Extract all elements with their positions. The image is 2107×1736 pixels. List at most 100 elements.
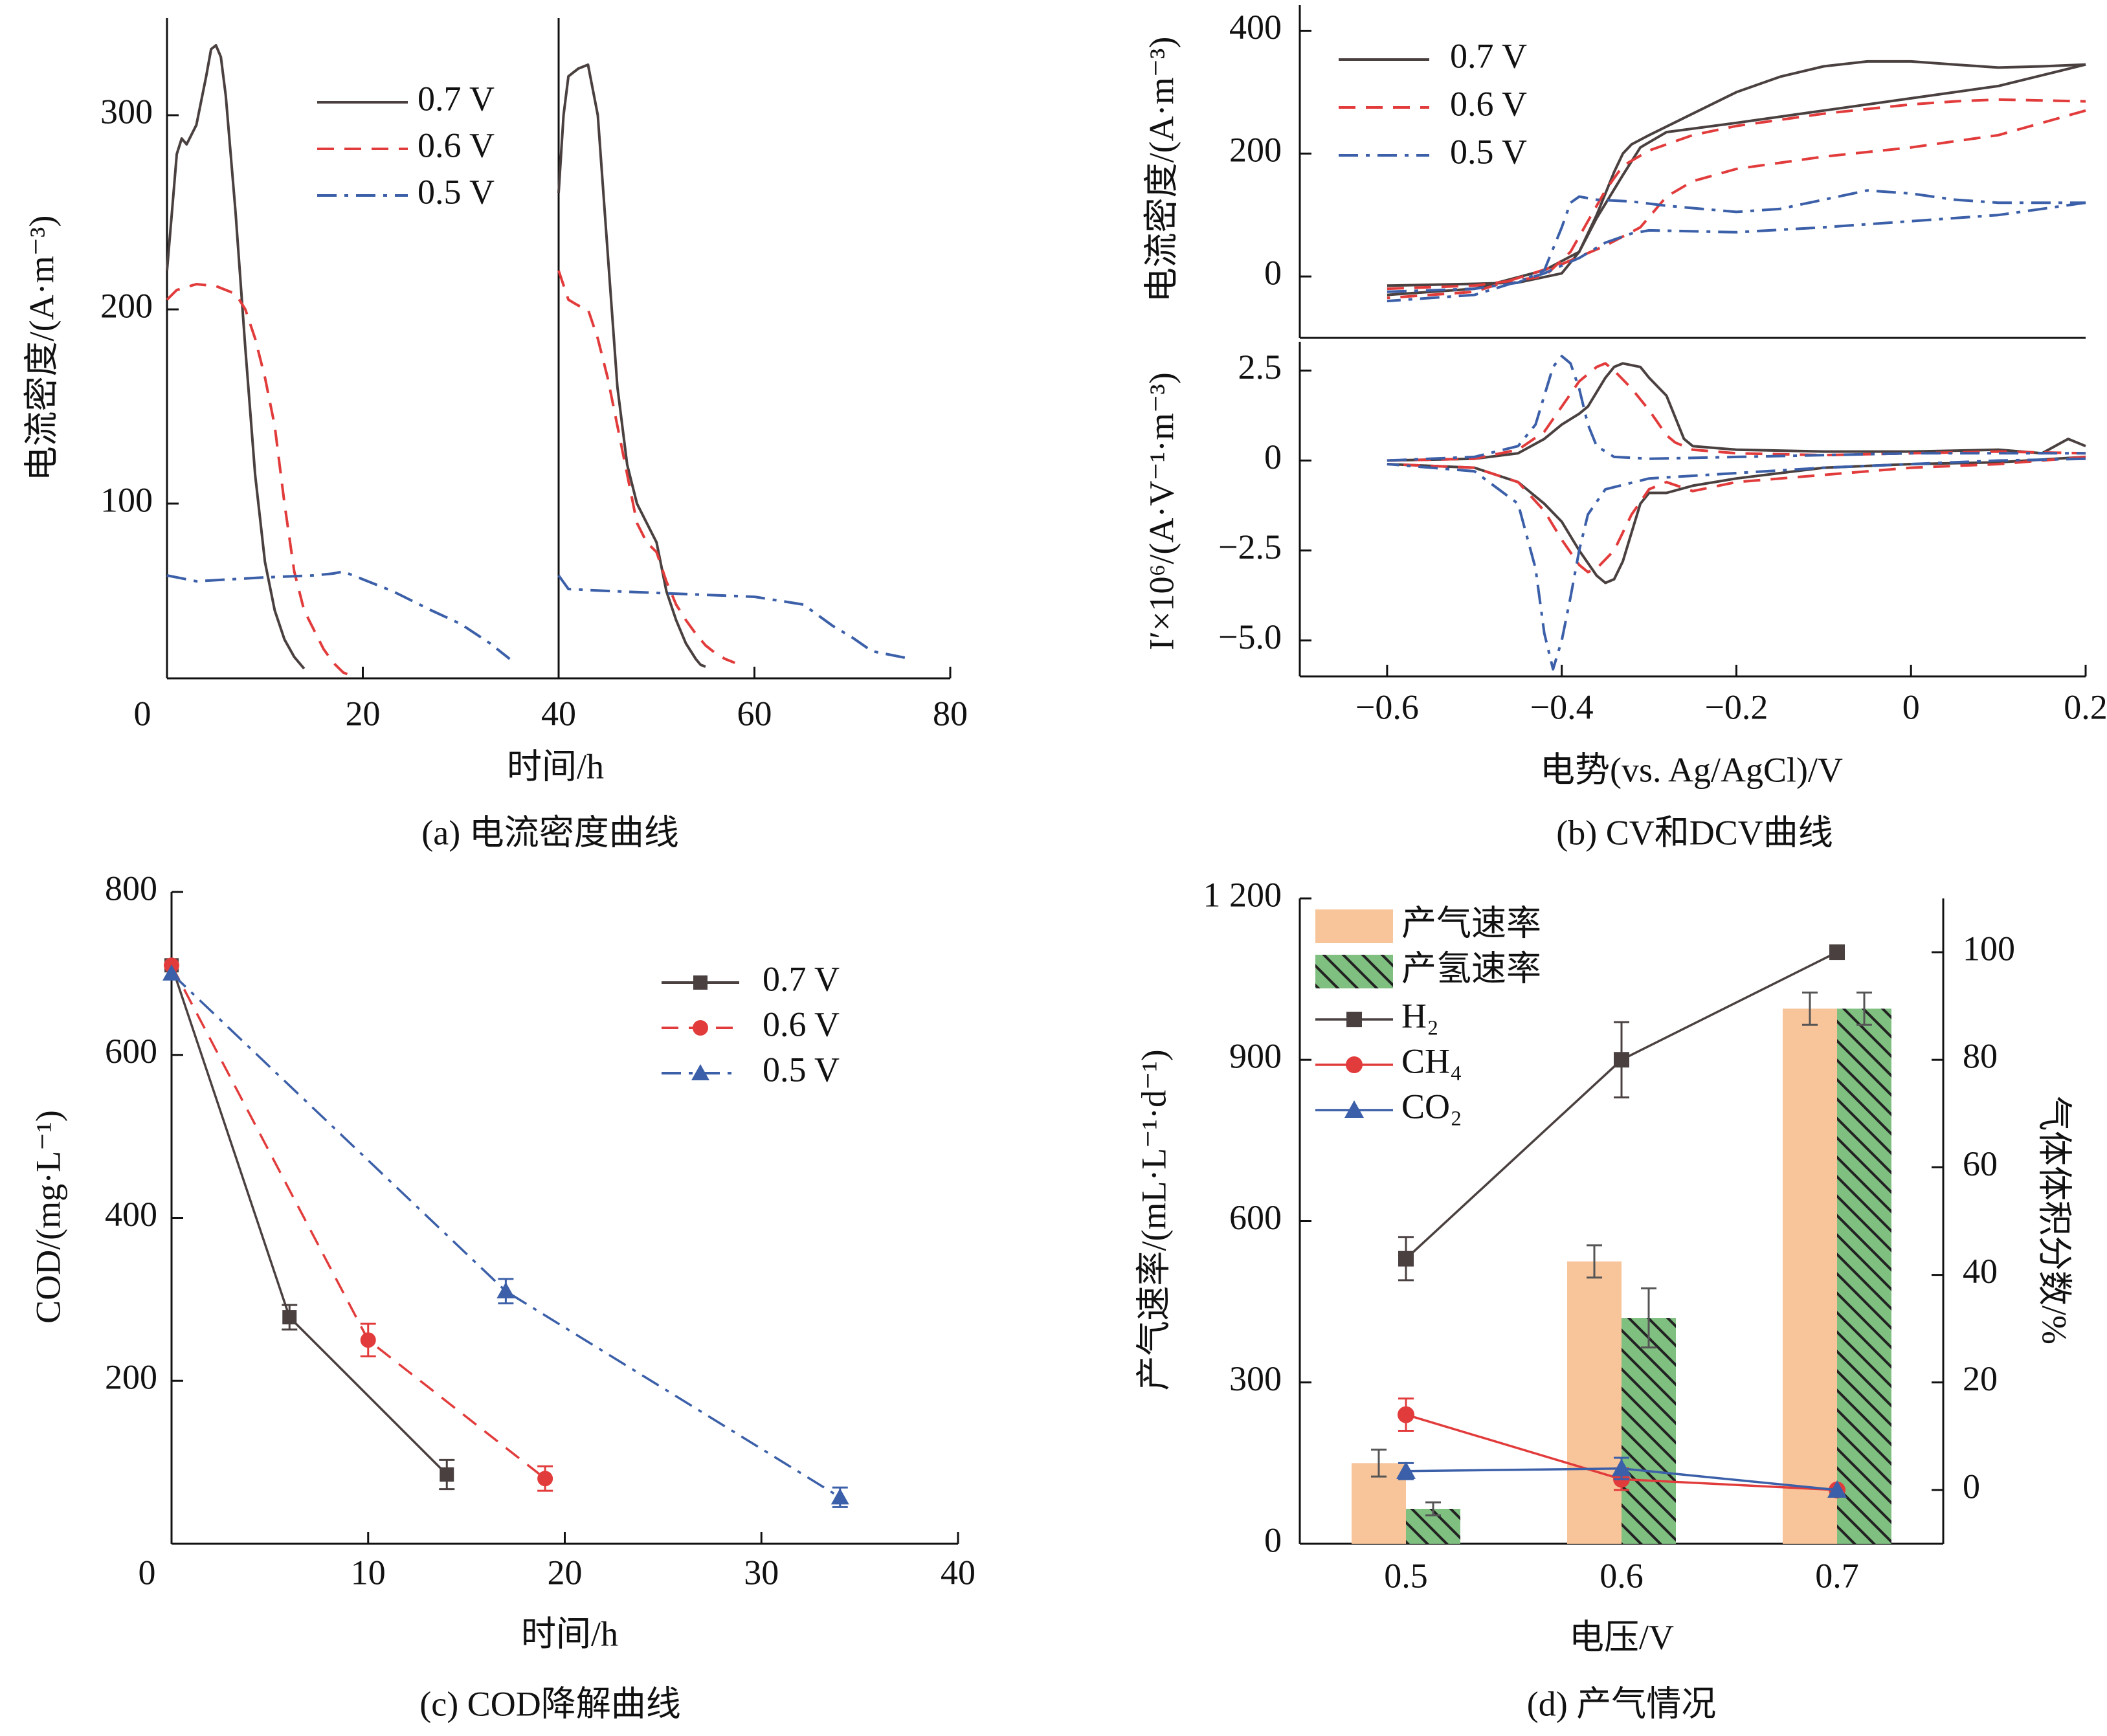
b2-x-tick-label: −0.4 <box>1530 687 1594 726</box>
a-series-line-0.5V <box>166 570 511 660</box>
a-x-tick-label: 60 <box>737 694 772 733</box>
b1-y-tick-label: 0 <box>1264 253 1282 292</box>
b1-series-line-0.6V <box>1387 98 2086 291</box>
c-x-axis-label: 时间/h <box>521 1614 618 1653</box>
c-data-point <box>537 1471 553 1487</box>
d-legend-label: CH₄ <box>1401 1041 1462 1080</box>
d-y-tick-label-left: 1 200 <box>1203 875 1282 914</box>
d-line-data-point <box>1827 1480 1847 1498</box>
b2-y-axis-label: I′×10⁶/(A·V⁻¹·m⁻³) <box>1142 372 1181 650</box>
b2-x-tick-label: −0.6 <box>1355 687 1419 726</box>
a-legend-label: 0.6 V <box>418 126 495 164</box>
c-series-line-0.6V <box>170 964 546 1480</box>
a-series-line-0.6V <box>166 283 354 678</box>
d-bar-error-bar <box>1641 1287 1656 1349</box>
d-y-axis-label-left: 产气速率/(mL·L⁻¹·d⁻¹) <box>1134 1049 1173 1390</box>
d-legend-label: 产氢速率 <box>1401 949 1541 988</box>
d-legend-label: CO₂ <box>1401 1087 1462 1126</box>
d-bar-error-bar <box>1856 991 1872 1026</box>
b1-legend-label: 0.6 V <box>1450 84 1527 123</box>
d-line-data-point <box>1398 1406 1414 1423</box>
c-data-point <box>282 1310 297 1325</box>
b1-legend-label: 0.5 V <box>1450 132 1527 171</box>
d-legend-marker <box>1346 1056 1363 1073</box>
b2-series-line-0.7V <box>1387 455 2086 584</box>
d-bar-error-bar <box>1425 1501 1441 1517</box>
c-legend-marker <box>693 1020 708 1036</box>
d-legend-marker <box>1346 1012 1362 1027</box>
b2-series-line-0.6V <box>1387 455 2086 573</box>
d-y-tick-label-right: 20 <box>1963 1359 1998 1398</box>
c-caption: (c) COD降解曲线 <box>419 1684 680 1723</box>
b2-x-axis-label: 电势(vs. Ag/AgCl)/V <box>1540 750 1843 789</box>
a-series-line-0.7V <box>557 63 706 668</box>
b1-series-line-0.7V <box>1387 60 2086 287</box>
c-y-tick-label: 800 <box>105 869 157 907</box>
a-series-line-0.6V <box>557 270 736 664</box>
c-data-point <box>831 1488 849 1505</box>
b1-y-tick-label: 400 <box>1229 8 1282 47</box>
d-y-tick-label-right: 40 <box>1963 1252 1998 1291</box>
c-x-tick-label: 20 <box>548 1553 583 1592</box>
c-legend-label: 0.5 V <box>763 1050 840 1089</box>
a-legend-label: 0.5 V <box>418 172 495 211</box>
b2-series-line-0.5V <box>1387 457 2086 671</box>
d-bar-h2-rate <box>1622 1318 1676 1544</box>
c-x-tick-label: 40 <box>941 1553 975 1592</box>
b2-y-tick-label: −2.5 <box>1218 528 1282 566</box>
c-y-tick-label: 400 <box>105 1195 157 1234</box>
a-y-axis-label: 电流密度/(A·m⁻³) <box>22 216 61 482</box>
a-y-tick-label: 200 <box>100 286 153 325</box>
c-legend-marker <box>691 1064 709 1080</box>
d-bar-error-bar <box>1802 991 1818 1026</box>
d-caption: (d) 产气情况 <box>1527 1684 1716 1723</box>
d-x-tick-label: 0.7 <box>1815 1556 1859 1595</box>
c-series-line-0.5V <box>170 972 841 1498</box>
d-y-tick-label-left: 900 <box>1229 1037 1282 1076</box>
b1-y-axis-label: 电流密度/(A·m⁻³) <box>1142 37 1181 303</box>
d-y-axis-label-right: 气体体积分数/% <box>2035 1096 2074 1344</box>
d-bar-gas-rate <box>1567 1261 1622 1544</box>
c-y-tick-label: 600 <box>105 1032 157 1071</box>
b2-y-tick-label: −5.0 <box>1218 618 1282 656</box>
c-data-point <box>440 1467 454 1482</box>
d-y-tick-label-right: 0 <box>1963 1467 1980 1506</box>
b2-x-tick-label: 0 <box>1902 687 1920 726</box>
b2-series-line-0.7V <box>1387 362 2086 462</box>
d-bar-gas-rate <box>1783 1008 1837 1544</box>
d-y-tick-label-right: 80 <box>1963 1037 1998 1076</box>
a-x-axis-label: 时间/h <box>507 747 604 786</box>
d-legend-label: H₂ <box>1401 996 1439 1035</box>
d-x-tick-label: 0.6 <box>1600 1556 1644 1595</box>
a-series-line-0.7V <box>166 44 306 670</box>
b2-y-tick-label: 0 <box>1264 438 1282 476</box>
d-legend-label: 产气速率 <box>1401 904 1541 942</box>
c-data-point <box>360 1332 376 1348</box>
b2-x-tick-label: 0.2 <box>2064 687 2107 726</box>
c-data-point <box>496 1282 515 1298</box>
b1-legend-label: 0.7 V <box>1450 36 1527 75</box>
a-legend-label: 0.7 V <box>418 79 495 118</box>
b1-series-line-0.6V <box>1387 109 2086 300</box>
d-bar-h2-rate <box>1837 1008 1891 1544</box>
b2-y-tick-label: 2.5 <box>1238 348 1282 386</box>
d-bar-error-bar <box>1371 1449 1387 1478</box>
b2-caption: (b) CV和DCV曲线 <box>1556 813 1833 852</box>
a-x-tick-label: 40 <box>541 694 576 733</box>
d-line-data-point <box>1829 944 1845 961</box>
b1-y-tick-label: 200 <box>1229 131 1282 170</box>
d-x-tick-label: 0.5 <box>1384 1556 1428 1595</box>
d-line-H₂ <box>1405 951 1838 1260</box>
c-y-axis-label: COD/(mg·L⁻¹) <box>28 1110 67 1324</box>
c-y-tick-label: 200 <box>105 1358 157 1397</box>
c-x-tick-label: 0 <box>139 1553 156 1592</box>
a-series-line-0.5V <box>557 574 911 660</box>
b1-series-line-0.5V <box>1387 189 2086 293</box>
d-y-tick-label-right: 100 <box>1963 929 2015 968</box>
d-legend-swatch-gas <box>1315 909 1393 943</box>
d-line-data-point <box>1612 1458 1631 1476</box>
b2-series-line-0.6V <box>1387 362 2086 462</box>
b1-series-line-0.5V <box>1387 201 2086 303</box>
b2-x-tick-label: −0.2 <box>1704 687 1768 726</box>
